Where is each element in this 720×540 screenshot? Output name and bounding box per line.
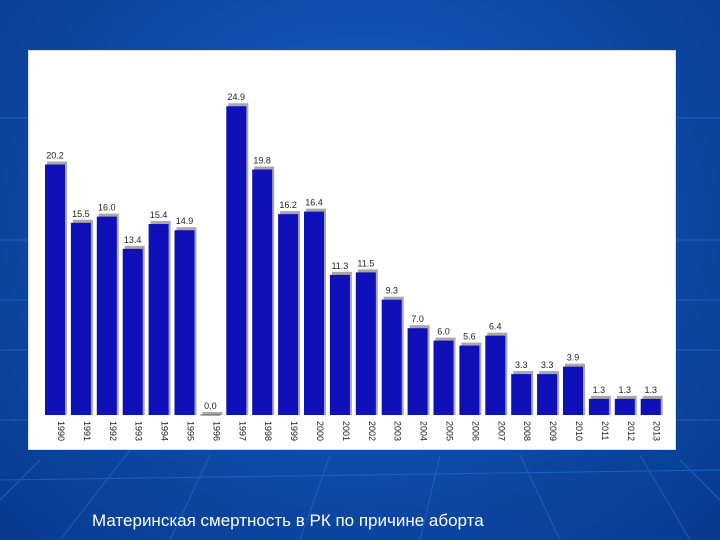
data-label: 7.0 (411, 314, 424, 324)
bar (278, 214, 299, 415)
data-label: 9.3 (385, 286, 398, 296)
bar (70, 222, 91, 415)
x-tick-label: 2007 (496, 421, 506, 441)
data-label: 15.4 (150, 210, 168, 220)
data-label: 1.3 (619, 385, 632, 395)
bar (226, 106, 247, 416)
bar (122, 248, 143, 415)
bar (252, 169, 273, 415)
data-label: 6.0 (437, 327, 450, 337)
x-tick-label: 2002 (367, 421, 377, 441)
data-label: 0.0 (204, 401, 217, 411)
x-tick-label: 2009 (548, 421, 558, 441)
bar (485, 335, 506, 415)
bar (588, 398, 609, 415)
data-label: 1.3 (644, 385, 657, 395)
data-label: 16.4 (305, 198, 323, 208)
x-tick-label: 1994 (160, 421, 170, 441)
bar-chart: 20.2 1990 15.5 1991 16.0 1992 13.4 1993 15.4 1994… (45, 92, 663, 441)
bar (433, 340, 454, 415)
x-tick-label: 2003 (393, 421, 403, 441)
x-tick-label: 1999 (289, 421, 299, 441)
data-label: 5.6 (463, 332, 476, 342)
x-tick-label: 2013 (652, 421, 662, 441)
data-label: 15.5 (72, 209, 90, 219)
data-label: 1.3 (593, 385, 606, 395)
x-tick-label: 1997 (237, 421, 247, 441)
data-label: 6.4 (489, 322, 502, 332)
bar (96, 216, 117, 415)
data-label: 11.5 (357, 258, 374, 268)
bar (381, 299, 402, 415)
data-label: 11.3 (331, 261, 348, 271)
bar (45, 164, 65, 415)
x-tick-label: 2011 (600, 421, 610, 440)
x-tick-label: 2000 (315, 421, 325, 441)
bar (537, 374, 558, 415)
bar (355, 272, 376, 415)
bar (407, 328, 428, 415)
data-label: 19.8 (253, 155, 271, 165)
bar-shadow (202, 412, 223, 415)
bar (304, 211, 324, 415)
x-tick-label: 2012 (626, 421, 636, 441)
data-label: 3.3 (515, 360, 528, 370)
x-tick-label: 2004 (419, 421, 429, 441)
bar (174, 230, 195, 415)
x-tick-label: 1993 (134, 421, 144, 441)
bar (329, 274, 350, 415)
x-tick-label: 1998 (263, 421, 273, 441)
data-label: 16.0 (98, 203, 116, 213)
bar (459, 345, 480, 415)
bar (148, 224, 169, 415)
x-tick-label: 1996 (211, 421, 221, 441)
data-label: 3.9 (567, 353, 580, 363)
x-tick-label: 1995 (186, 421, 196, 441)
data-label: 16.2 (279, 200, 297, 210)
x-tick-label: 2008 (522, 421, 532, 441)
chart-panel: 20.2 1990 15.5 1991 16.0 1992 13.4 1993 15.4 1994… (28, 50, 676, 450)
bar (511, 374, 532, 415)
x-tick-label: 2006 (470, 421, 480, 441)
bar (563, 366, 583, 415)
chart-caption: Материнская смертность в РК по причине а… (92, 511, 484, 530)
data-label: 24.9 (228, 92, 246, 102)
x-tick-label: 1992 (108, 421, 118, 441)
x-tick-label: 2001 (341, 421, 351, 441)
x-tick-label: 2005 (445, 421, 455, 441)
data-label: 13.4 (124, 235, 142, 245)
data-label: 3.3 (541, 360, 554, 370)
bar (640, 398, 661, 415)
x-tick-label: 2010 (574, 421, 584, 441)
data-label: 20.2 (46, 151, 64, 161)
bar (614, 398, 635, 415)
data-label: 14.9 (176, 216, 194, 226)
x-tick-label: 1991 (82, 421, 92, 441)
x-tick-label: 1990 (56, 421, 66, 441)
